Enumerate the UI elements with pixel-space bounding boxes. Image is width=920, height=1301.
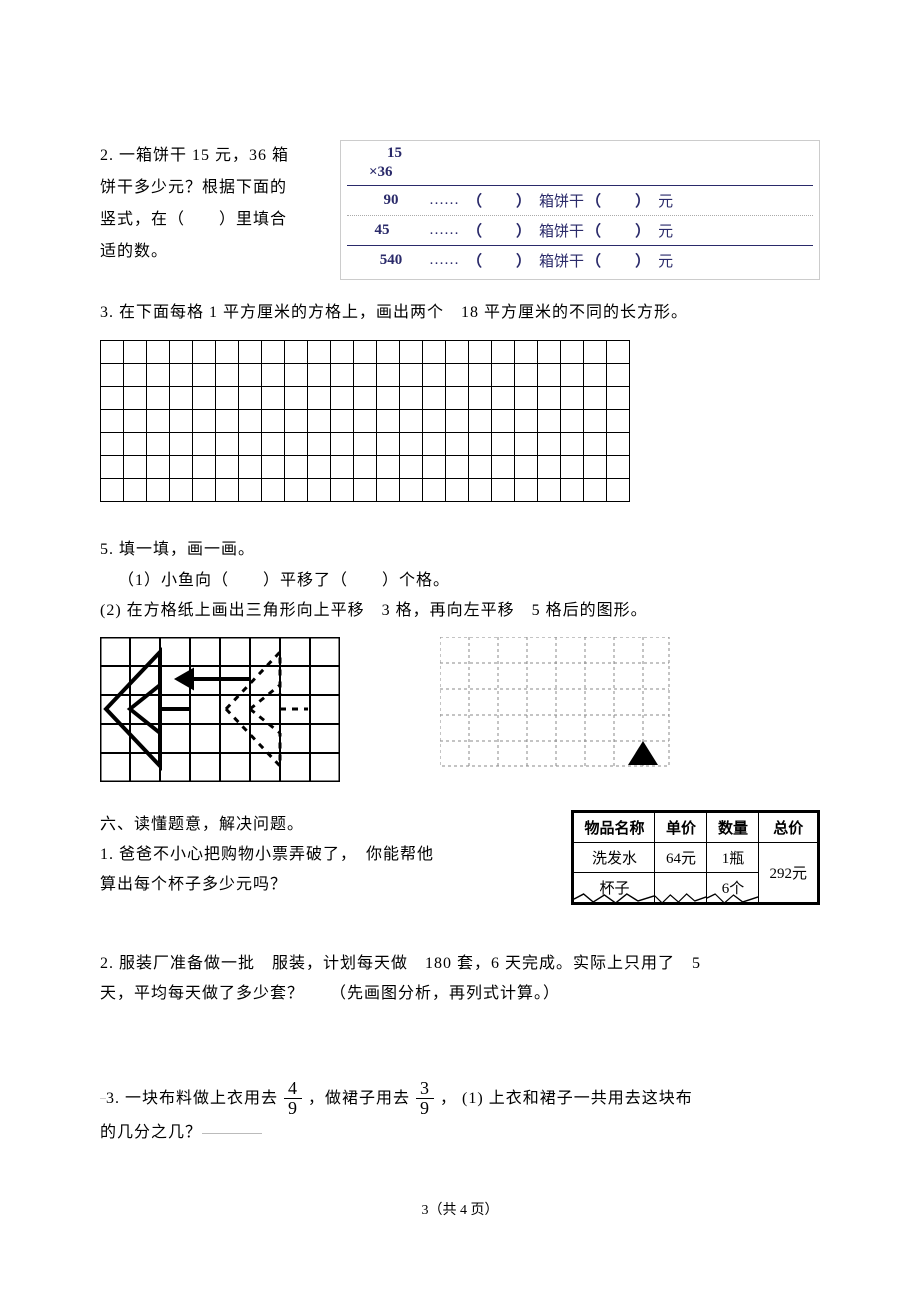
q3-grid (100, 340, 630, 502)
q5-heading: 5. 填一填，画一画。 (100, 535, 820, 565)
q2-text: 2. 一箱饼干 15 元，36 箱 饼干多少元？根据下面的 竖式，在（ ）里填合… (100, 140, 340, 268)
q2-line2: 饼干多少元？根据下面的 (100, 172, 340, 204)
q5-sub1: （1）小鱼向（ ）平移了（ ）个格。 (118, 566, 820, 596)
q5-triangle-grid (440, 637, 670, 767)
calc-r2-label: 箱饼干 (539, 220, 584, 241)
s6q1-l2: 算出每个杯子多少元吗？ (100, 876, 287, 893)
page-footer: 3（共 4 页） (100, 1199, 820, 1219)
receipt-h4: 总价 (759, 812, 818, 842)
receipt-r2c2 (655, 872, 707, 902)
calc-dots: …… (429, 192, 459, 209)
section6-heading: 六、读懂题意，解决问题。 (100, 810, 551, 840)
receipt-h3: 数量 (707, 812, 759, 842)
q2-line4: 适的数。 (100, 236, 340, 268)
q5-sub2: (2) 在方格纸上画出三角形向上平移 3 格，再向左平移 5 格后的图形。 (100, 596, 820, 626)
receipt-table: 物品名称 单价 数量 总价 洗发水 64元 1瓶 292元 杯子 (571, 810, 820, 905)
receipt-r1c1: 洗发水 (574, 842, 655, 872)
calc-r3-label: 箱饼干 (539, 250, 584, 271)
calc-r1-label: 箱饼干 (539, 190, 584, 211)
receipt-h2: 单价 (655, 812, 707, 842)
receipt-r2c1: 杯子 (574, 872, 655, 902)
s6q2-l1: 2. 服装厂准备做一批 服装，计划每天做 180 套，6 天完成。实际上只用了 … (100, 949, 820, 979)
fraction-3-9: 3 9 (416, 1079, 434, 1118)
q2-vertical-calc: 15 ×36 90 …… （） 箱饼干 （） 元 45 …… （） 箱饼干 （）… (340, 140, 820, 280)
calc-mult: ×36 (347, 164, 813, 186)
q5-fish-grid (100, 637, 340, 782)
calc-r2-val: 45 (347, 222, 417, 239)
calc-r1-unit: 元 (658, 190, 673, 211)
receipt-r2c3: 6个 (707, 872, 759, 902)
calc-r2-unit: 元 (658, 220, 673, 241)
calc-top: 15 (347, 145, 813, 162)
triangle-icon (628, 741, 658, 765)
s6q1-l1: 1. 爸爸不小心把购物小票弄破了， 你能帮他 (100, 846, 434, 863)
q3-text: 3. 在下面每格 1 平方厘米的方格上，画出两个 18 平方厘米的不同的长方形。 (100, 298, 820, 328)
s6q2-l2: 天，平均每天做了多少套？ （先画图分析，再列式计算。） (100, 979, 820, 1009)
s6q3: 3. 一块布料做上衣用去 4 9 ，做裙子用去 3 9 ， (1) 上衣和裙子一… (100, 1079, 820, 1148)
calc-r1-val: 90 (347, 192, 417, 209)
receipt-h1: 物品名称 (574, 812, 655, 842)
fraction-4-9: 4 9 (284, 1079, 302, 1118)
receipt-r1c3: 1瓶 (707, 842, 759, 872)
calc-r3-unit: 元 (658, 250, 673, 271)
calc-r3-val: 540 (347, 252, 417, 269)
q2-line1: 2. 一箱饼干 15 元，36 箱 (100, 140, 340, 172)
q2-line3: 竖式，在（ ）里填合 (100, 204, 340, 236)
receipt-total: 292元 (759, 842, 818, 902)
receipt-r1c2: 64元 (655, 842, 707, 872)
